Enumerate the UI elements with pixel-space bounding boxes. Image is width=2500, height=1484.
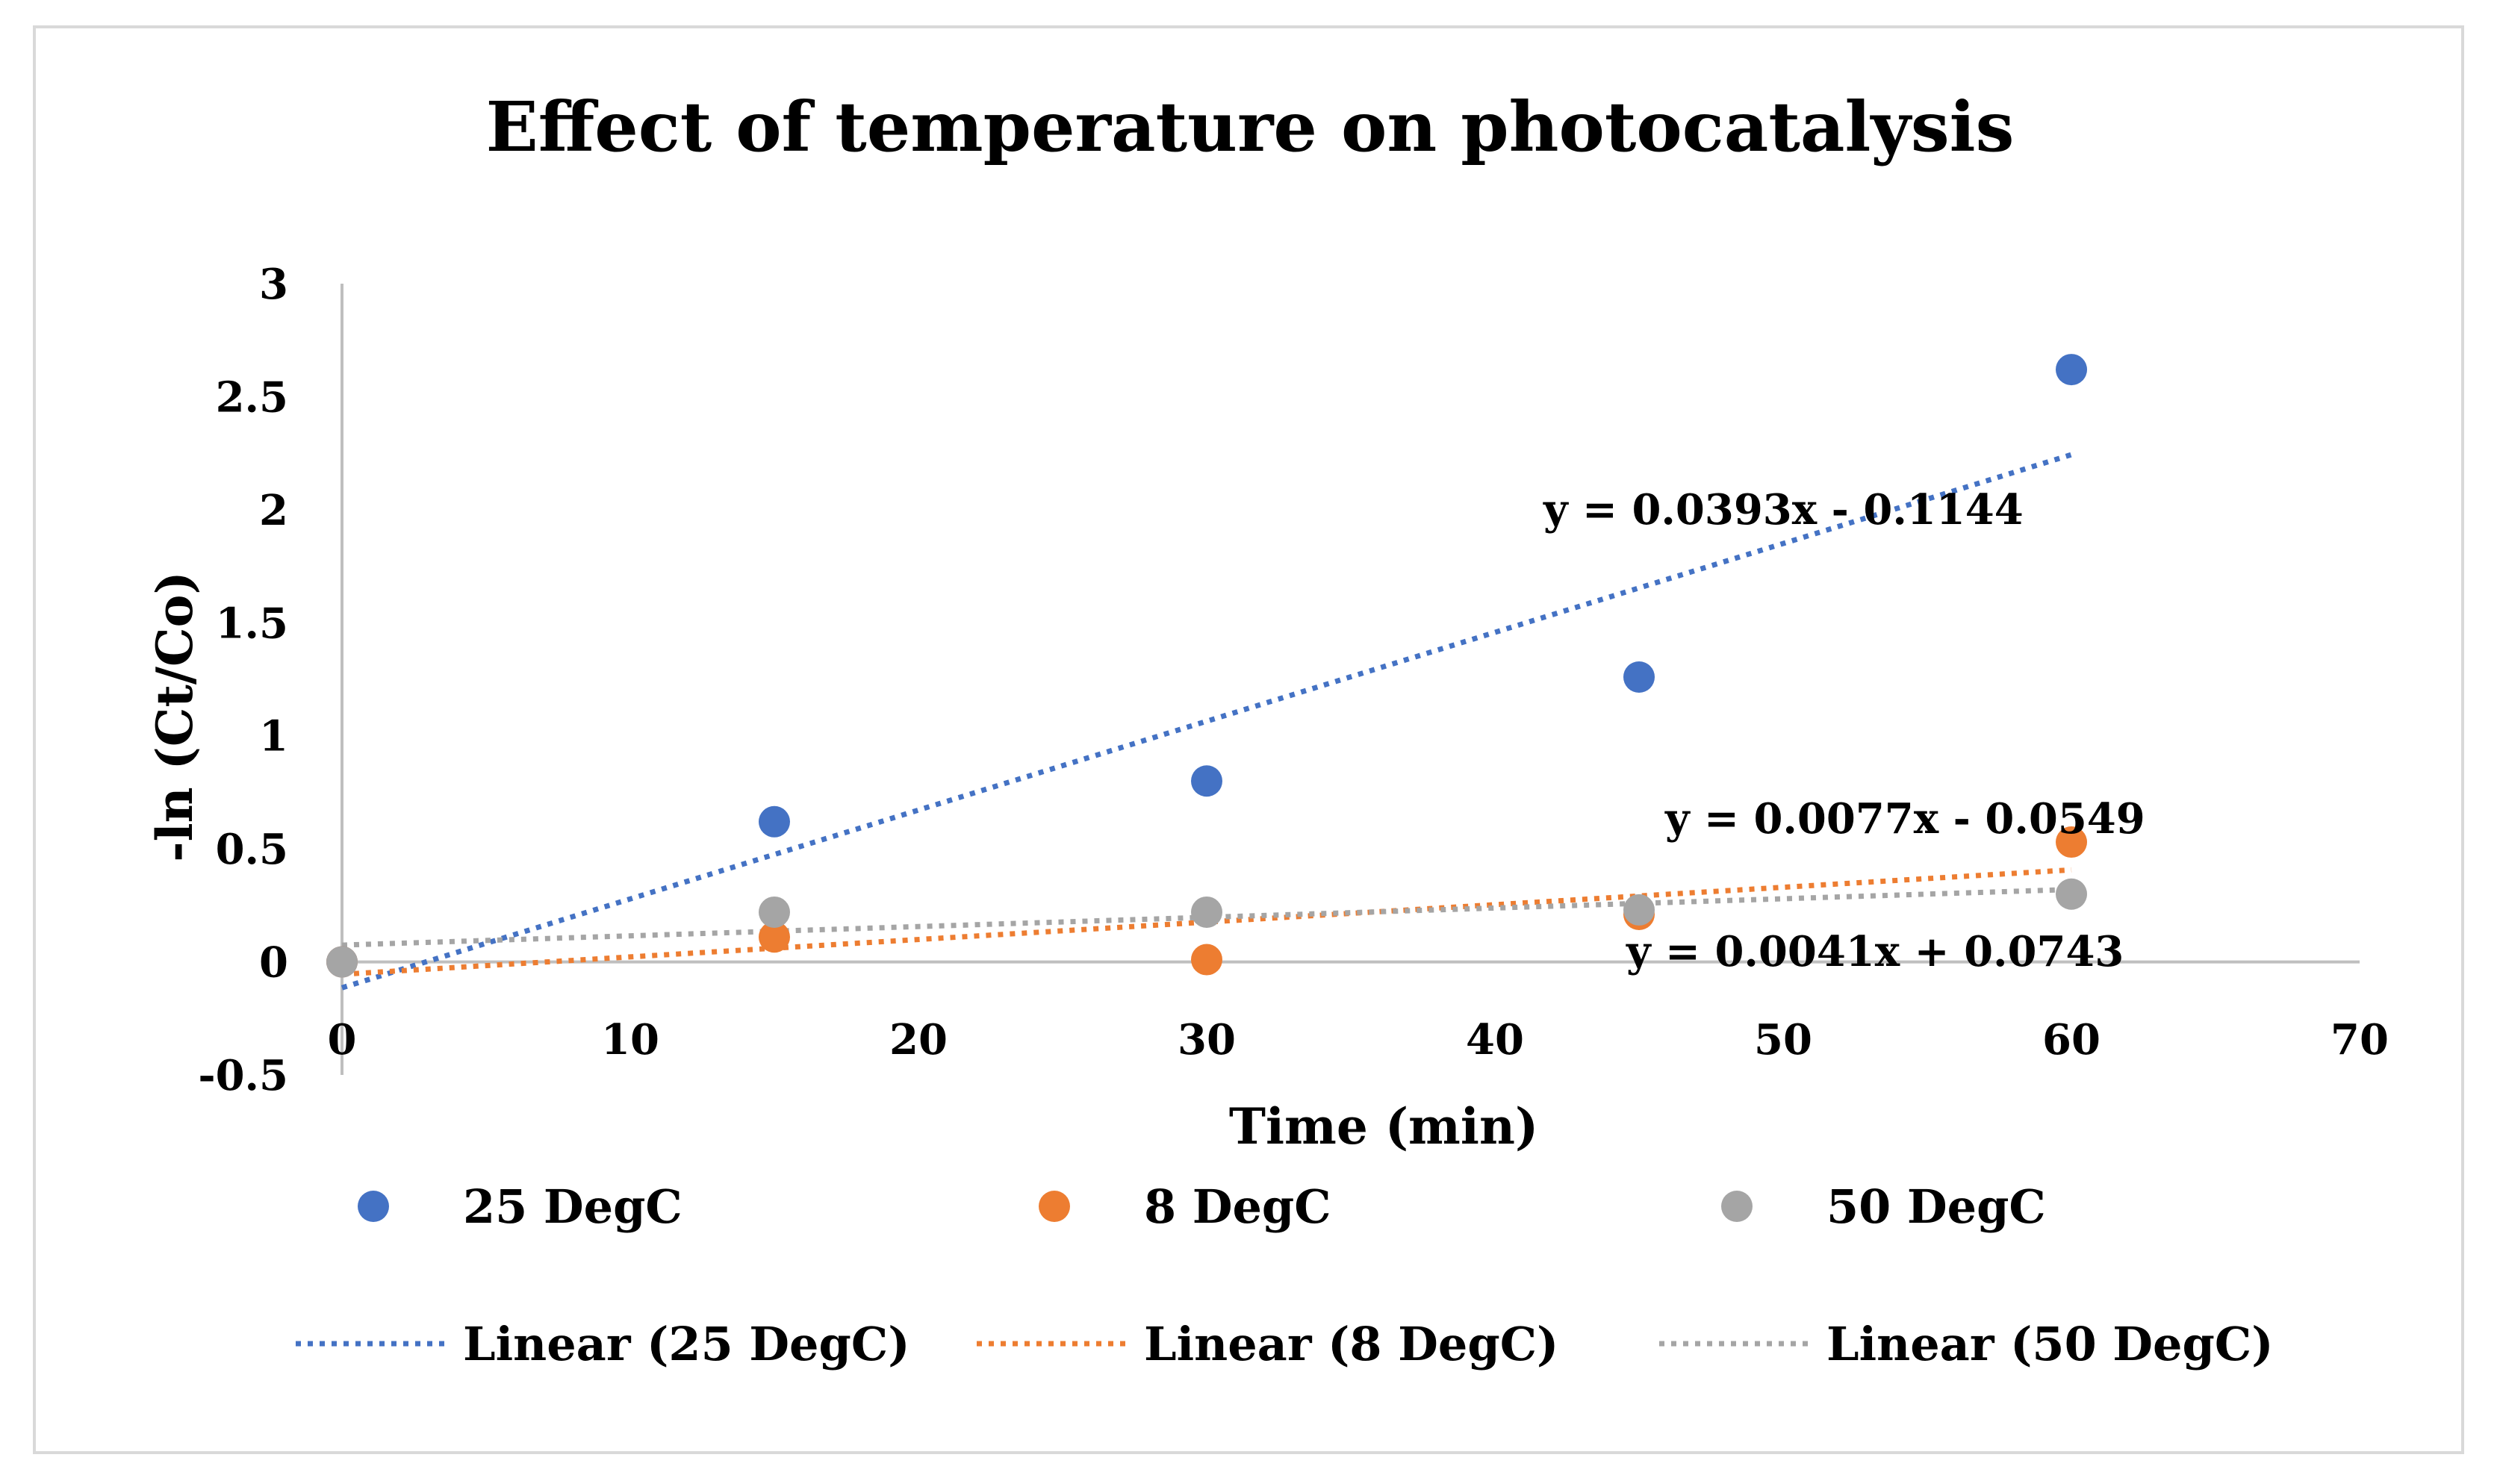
data-point [1191,765,1222,797]
x-tick-label: 50 [1754,1015,1812,1064]
x-tick-label: 0 [328,1015,357,1064]
legend-trendline-label: Linear (8 DegC) [1144,1317,1558,1371]
legend-trendline-label: Linear (25 DegC) [463,1317,910,1371]
y-tick-label: 1.5 [216,599,288,648]
x-tick-label: 20 [889,1015,948,1064]
y-tick-label: 0.5 [216,825,288,874]
trendline [341,867,2072,977]
legend-label: 50 DegC [1826,1179,2046,1234]
trendline-equation: y = 0.0041x + 0.0743 [1626,927,2124,976]
data-point [326,946,358,978]
trendline-equation: y = 0.0393x - 0.1144 [1543,485,2024,534]
x-tick-label: 70 [2330,1015,2389,1064]
x-tick-label: 60 [2042,1015,2101,1064]
y-axis-title: -ln (Ct/Co) [146,571,204,862]
data-point [2056,878,2087,910]
legend-marker [358,1191,389,1222]
axes: -0.500.511.522.530 10 20 30 40 50 60 70 [198,260,2389,1100]
data-point [759,921,790,953]
y-tick-label: 2.5 [216,372,288,422]
y-tick-label: 1 [259,712,288,761]
legend-marker [1039,1191,1070,1222]
data-point [2056,826,2087,858]
chart-area [33,25,2464,1454]
legend: 25 DegC Linear (25 DegC) 8 DegC Linear (8 D… [296,1179,2274,1371]
data-point [1191,944,1222,976]
data-point [1623,894,1655,926]
data-points [326,354,2087,978]
x-axis-title: Time (min) [1229,1097,1538,1156]
trendline-equations: y = 0.0393x - 0.1144 y = 0.0077x - 0.0549… [1543,485,2145,976]
legend-trendline-label: Linear (50 DegC) [1826,1317,2274,1371]
x-tick-label: 10 [601,1015,659,1064]
data-point [2056,354,2087,386]
legend-label: 25 DegC [463,1179,682,1234]
x-tick-label: 40 [1466,1015,1524,1064]
x-tick-label: 30 [1178,1015,1236,1064]
y-tick-label: 0 [259,938,288,988]
data-point [1191,896,1222,928]
trendline [341,452,2073,991]
y-tick-label: -0.5 [198,1051,288,1100]
data-point [759,805,790,838]
chart-title: Effect of temperature on photocatalysis [486,87,2015,167]
y-tick-label: 2 [259,486,288,535]
legend-marker [1721,1191,1753,1222]
data-point [759,896,790,928]
legend-label: 8 DegC [1144,1179,1331,1234]
data-point [1623,661,1655,693]
trendline-equation: y = 0.0077x - 0.0549 [1664,794,2145,844]
y-tick-label: 3 [259,260,288,309]
